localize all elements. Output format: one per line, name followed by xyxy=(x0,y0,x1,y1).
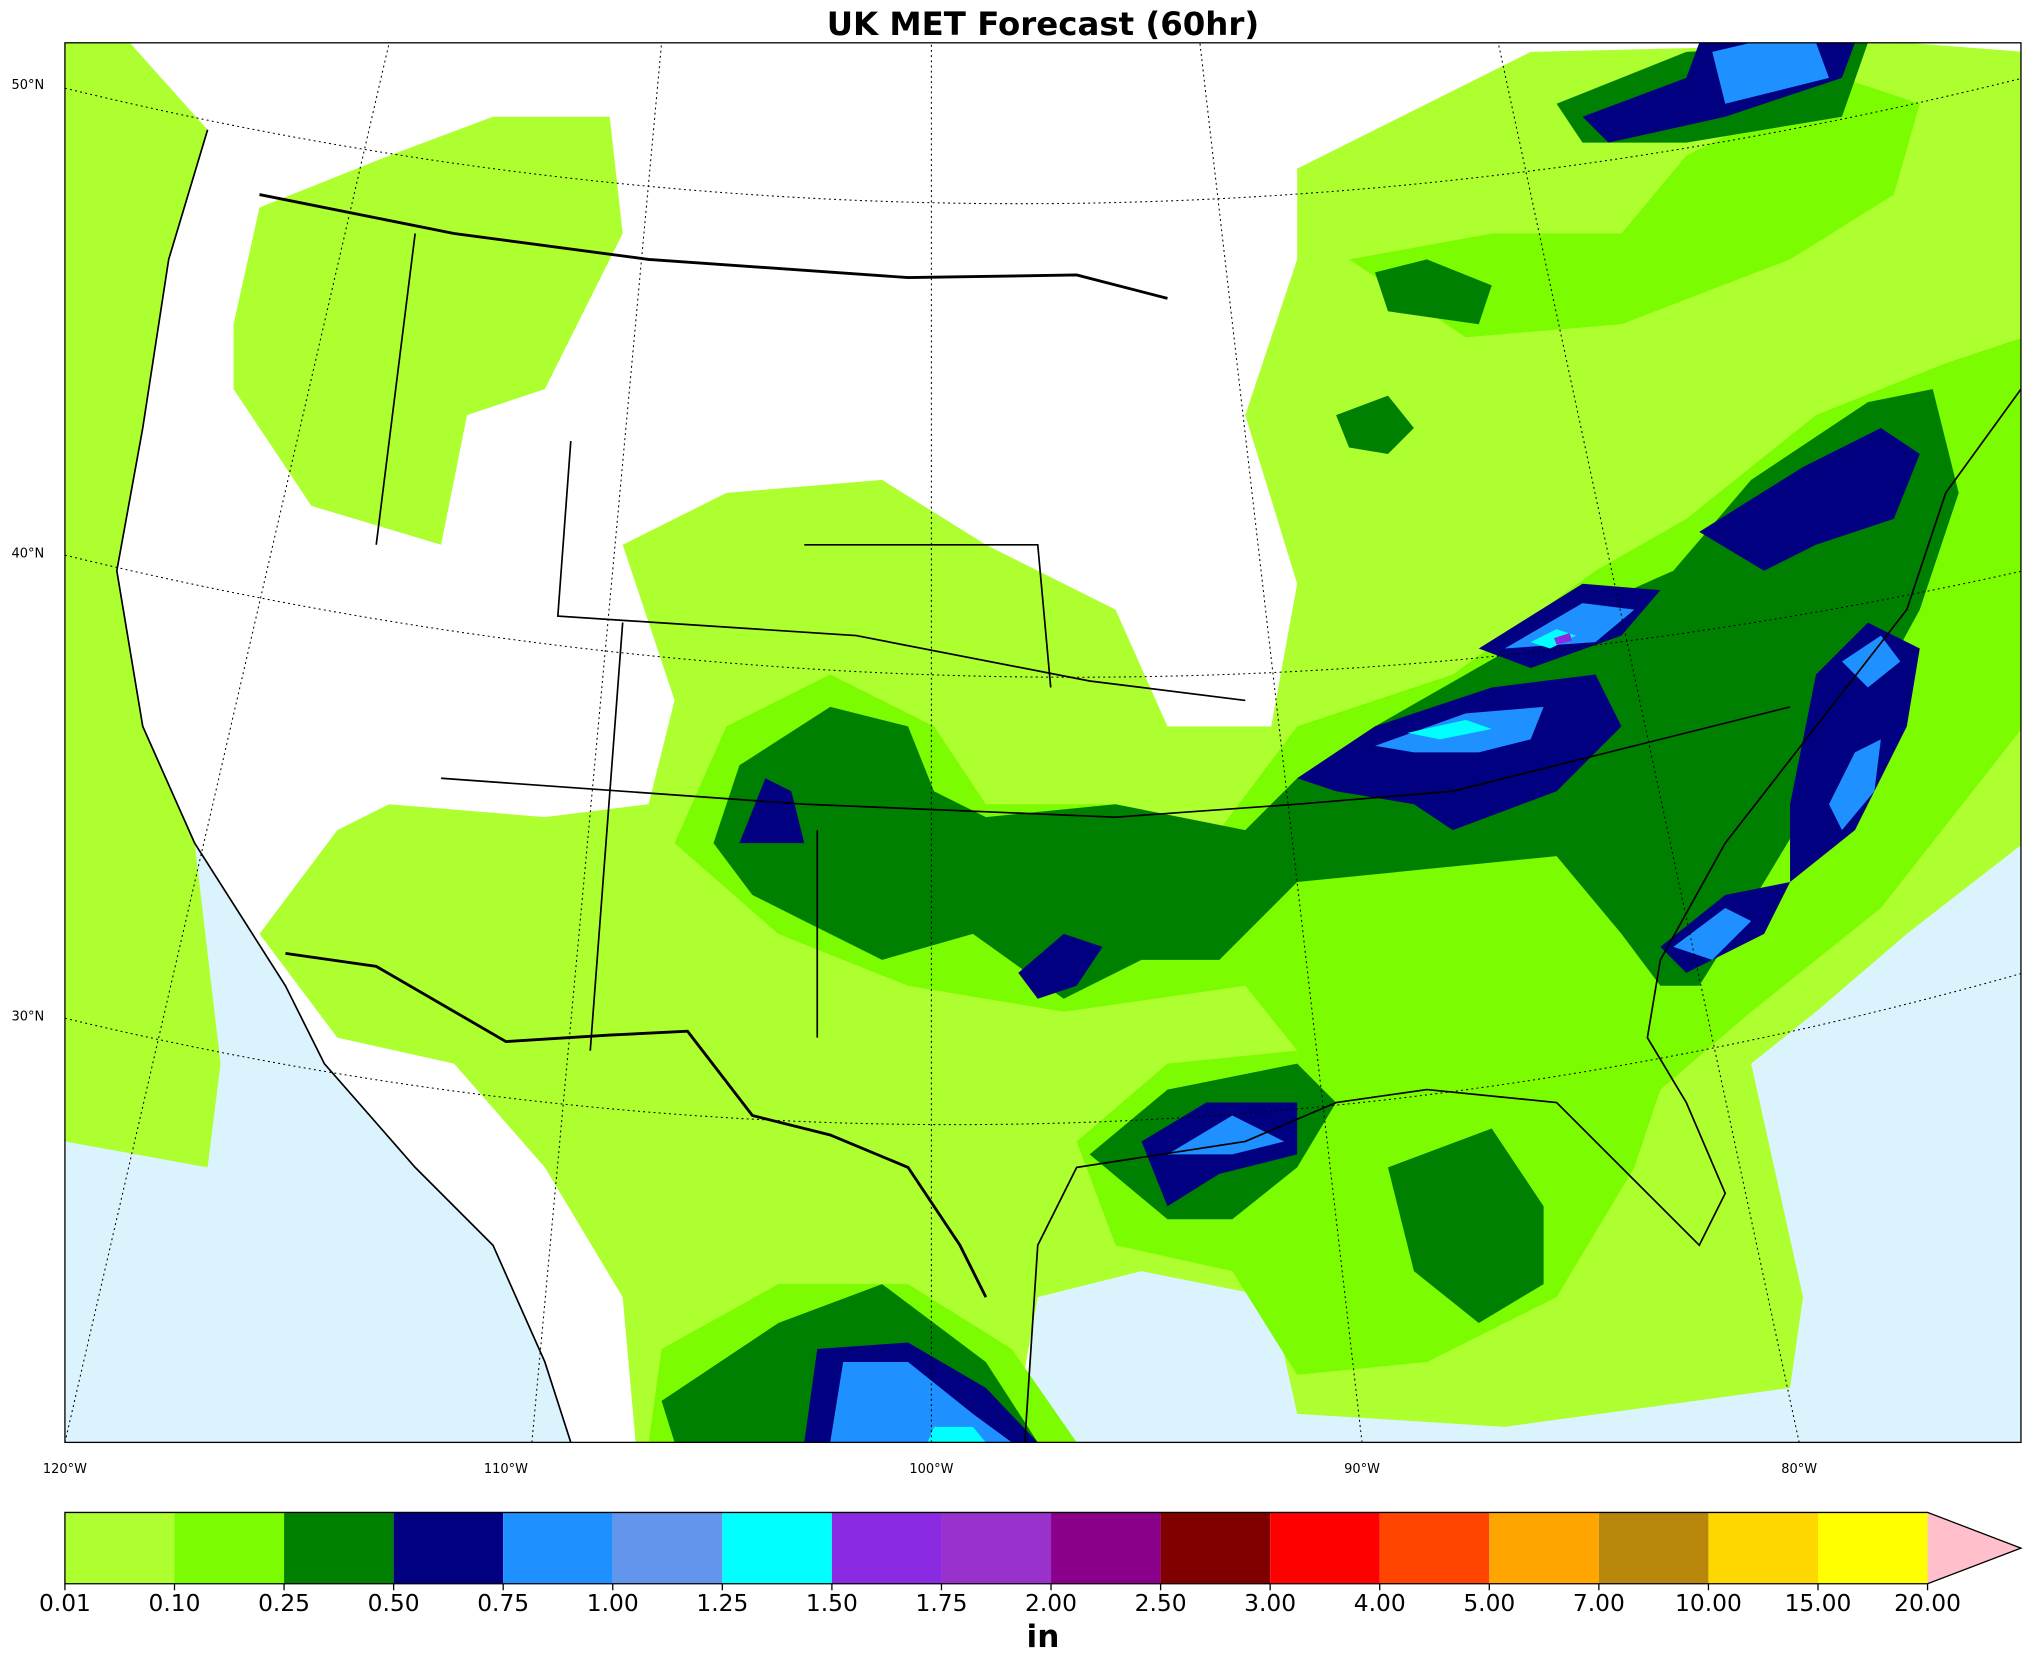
colorbar-tick-label: 0.25 xyxy=(258,1589,310,1617)
precip-1.25 xyxy=(927,629,1577,1443)
colorbar-tick-label: 4.00 xyxy=(1354,1589,1406,1617)
lon-label: 110°W xyxy=(484,1462,528,1477)
colorbar-tick-label: 0.50 xyxy=(368,1589,420,1617)
colorbar-tick-label: 2.00 xyxy=(1025,1589,1077,1617)
map-frame xyxy=(64,42,2022,1444)
colorbar-tick-label: 0.75 xyxy=(477,1589,529,1617)
lat-label: 30°N xyxy=(11,1009,44,1024)
colorbar-tick-label: 0.10 xyxy=(149,1589,201,1617)
colorbar-segment xyxy=(722,1512,832,1584)
lat-label: 50°N xyxy=(11,78,44,93)
colorbar-segment xyxy=(1598,1512,1709,1584)
precip-1.50 xyxy=(1554,632,1573,645)
colorbar-segment xyxy=(831,1512,942,1584)
colorbar-tick-label: 2.50 xyxy=(1135,1589,1187,1617)
colorbar-unit: in xyxy=(1027,1619,1060,1655)
title: UK MET Forecast (60hr) xyxy=(827,5,1259,43)
colorbar-tick-label: 1.00 xyxy=(587,1589,639,1617)
lon-label: 120°W xyxy=(43,1462,87,1477)
colorbar-extend xyxy=(1927,1512,2021,1584)
lon-label: 90°W xyxy=(1344,1462,1380,1477)
colorbar-tick-label: 1.25 xyxy=(696,1589,748,1617)
colorbar-tick-label: 1.75 xyxy=(915,1589,967,1617)
lat-label: 40°N xyxy=(11,546,44,561)
lon-label: 100°W xyxy=(909,1462,953,1477)
colorbar-segment xyxy=(941,1512,1052,1584)
colorbar-tick-label: 20.00 xyxy=(1894,1589,1961,1617)
colorbar-tick-label: 7.00 xyxy=(1573,1589,1625,1617)
colorbar: 0.01 0.10 0.25 0.50 0.75 1.00 1.25 1.50 1.75 2.00… xyxy=(39,1511,2023,1655)
graticule xyxy=(64,42,2021,1443)
colorbar-tick-label: 5.00 xyxy=(1463,1589,1515,1617)
colorbar-tick-label: 0.01 xyxy=(39,1589,91,1617)
colorbar-segment xyxy=(174,1512,285,1584)
colorbar-segment xyxy=(1817,1512,1928,1584)
colorbar-segment xyxy=(503,1512,613,1584)
colorbar-tick-label: 15.00 xyxy=(1785,1589,1852,1617)
lon-label: 80°W xyxy=(1781,1462,1817,1477)
colorbar-segment xyxy=(64,1512,175,1584)
colorbar-segment xyxy=(1379,1512,1490,1584)
colorbar-tick-label: 1.50 xyxy=(806,1589,858,1617)
colorbar-segment xyxy=(1489,1512,1599,1584)
colorbar-outline xyxy=(64,1511,2023,1585)
map xyxy=(64,42,2021,1443)
map-labels: 50°N 40°N 30°N 120°W 110°W 100°W 90°W 80°W xyxy=(11,78,1817,1477)
colorbar-tick-label: 3.00 xyxy=(1244,1589,1296,1617)
colorbar-segment xyxy=(1270,1512,1380,1584)
colorbar-segment xyxy=(1051,1512,1161,1584)
colorbar-segment xyxy=(393,1512,504,1584)
colorbar-segment xyxy=(284,1512,394,1584)
colorbar-segment xyxy=(1160,1512,1271,1584)
colorbar-segment xyxy=(1708,1512,1818,1584)
colorbar-tick-label: 10.00 xyxy=(1675,1589,1742,1617)
colorbar-segment xyxy=(612,1512,723,1584)
boundaries xyxy=(115,129,2021,1443)
